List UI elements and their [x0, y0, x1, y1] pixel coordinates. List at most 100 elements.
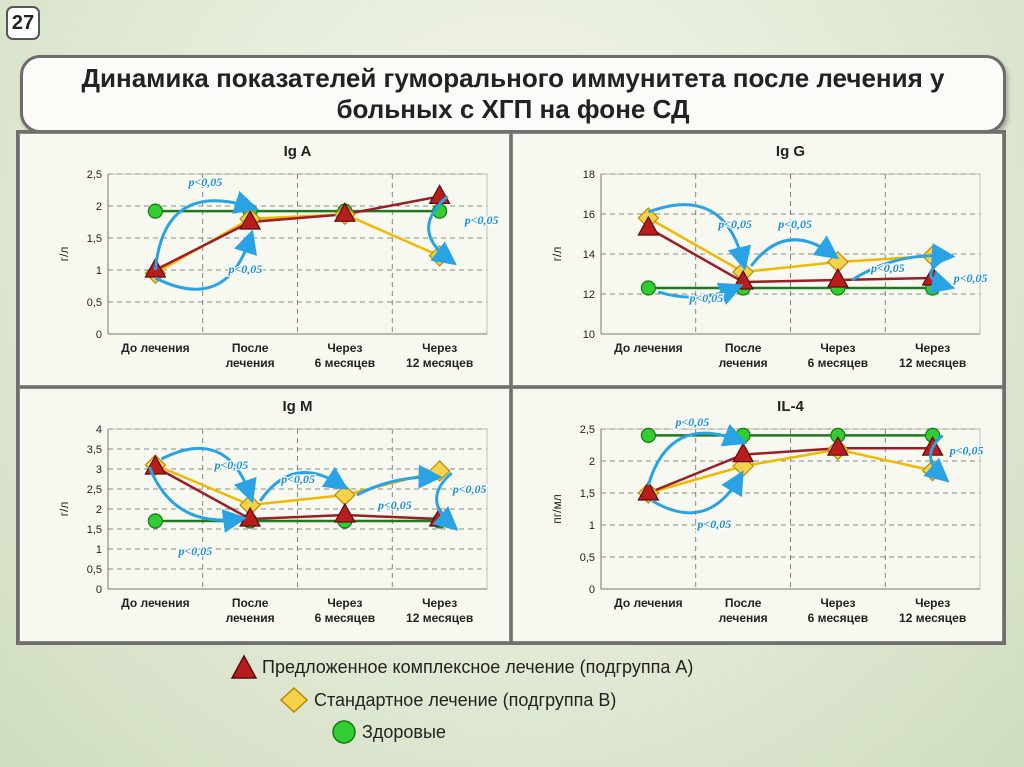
p-value-label: p<0,05: [464, 213, 499, 227]
p-value-label: p<0,05: [377, 498, 412, 512]
legend-item-a: Предложенное комплексное лечение (подгру…: [230, 654, 693, 680]
x-tick-label: Через: [422, 596, 457, 610]
significance-arrow: [646, 423, 748, 486]
data-point-h: [147, 513, 163, 529]
significance-arrow: [923, 434, 950, 483]
data-point-a: [333, 202, 356, 222]
y-tick-label: 0: [589, 584, 595, 596]
significance-arrow: [657, 282, 744, 305]
y-tick-label: 16: [583, 209, 595, 221]
significance-arrow: [154, 229, 257, 291]
significance-arrow: [356, 464, 443, 497]
data-point-a: [239, 209, 262, 230]
significance-arrow: [153, 190, 259, 271]
data-point-b: [334, 484, 356, 506]
y-axis-label: г/л: [57, 502, 71, 517]
diamond-icon: [280, 687, 308, 713]
x-tick-label: До лечения: [121, 341, 189, 355]
data-point-a: [239, 506, 262, 527]
p-value-label: p<0,05: [949, 444, 984, 458]
y-tick-label: 0,5: [87, 564, 102, 576]
significance-arrow: [651, 470, 744, 515]
significance-arrow: [749, 235, 840, 267]
data-point-a: [637, 480, 660, 501]
series-line: [647, 446, 933, 495]
y-axis-label: г/л: [550, 247, 564, 262]
y-tick-label: 1,5: [87, 524, 102, 536]
x-tick-label: Через: [915, 596, 950, 610]
y-tick-label: 0,5: [87, 297, 102, 309]
legend-item-b: Стандартное лечение (подгруппа В): [280, 687, 616, 713]
y-tick-label: 2: [589, 456, 595, 468]
significance-arrow: [432, 471, 459, 531]
chart-igm: Ig M г/л 0 0,5 1 1,5 2 2,5 3 3,5 4 До лечения Послел…: [57, 398, 488, 625]
y-tick-label: 2,5: [87, 484, 102, 496]
triangle-icon: [230, 654, 258, 679]
data-point-h: [640, 427, 656, 444]
x-tick-label: лечения: [226, 611, 275, 625]
y-tick-label: 1,5: [580, 488, 595, 500]
slide-number: 27: [6, 6, 40, 40]
x-tick-label: 12 месяцев: [406, 611, 473, 625]
y-axis-label: г/л: [57, 247, 71, 262]
series-line: [647, 226, 933, 284]
data-point-h: [640, 280, 656, 296]
chart-title: Ig M: [283, 398, 313, 415]
significance-arrow: [147, 466, 248, 533]
chart-title: Ig A: [284, 143, 312, 160]
x-tick-label: 12 месяцев: [406, 356, 473, 370]
x-tick-label: До лечения: [614, 596, 682, 610]
y-tick-label: 1: [589, 520, 595, 532]
y-tick-label: 3,5: [87, 444, 102, 456]
p-value-label: p<0,05: [717, 217, 752, 231]
x-tick-label: 6 месяцев: [808, 611, 869, 625]
series-line: [648, 448, 933, 495]
p-value-label: p<0,05: [688, 291, 723, 305]
plot-area: [600, 173, 981, 335]
y-tick-label: 14: [583, 249, 595, 261]
data-point-a: [428, 184, 451, 205]
y-tick-label: 3: [96, 464, 102, 476]
y-tick-label: 2,5: [87, 169, 102, 181]
y-tick-label: 4: [96, 424, 102, 436]
x-tick-label: Через: [820, 341, 855, 355]
y-tick-label: 10: [583, 329, 595, 341]
x-tick-label: До лечения: [121, 596, 189, 610]
plot-area: [600, 428, 981, 590]
x-tick-label: лечения: [719, 356, 768, 370]
p-value-label: p<0,05: [213, 458, 248, 472]
chart-panel-il4: IL-4 пг/мл 0 0,5 1 1,5 2 2,5 До лечения После лече…: [512, 388, 1003, 642]
x-tick-label: Через: [820, 596, 855, 610]
x-tick-label: После: [232, 596, 269, 610]
x-tick-label: После: [725, 596, 762, 610]
chart-title: Ig G: [776, 143, 805, 160]
data-point-a: [826, 267, 849, 288]
legend: Предложенное комплексное лечение (подгру…: [230, 650, 930, 760]
significance-arrow: [427, 195, 457, 266]
y-tick-label: 1: [96, 265, 102, 277]
plot-area: [107, 173, 488, 335]
chart-il4: IL-4 пг/мл 0 0,5 1 1,5 2 2,5 До лечения Послелече…: [550, 398, 985, 625]
legend-label-h: Здоровые: [362, 721, 446, 742]
data-point-h: [147, 203, 163, 219]
x-tick-label: После: [725, 341, 762, 355]
chart-panel-igg: Ig G г/л 10 12 14 16 18 До лечения После лечения Ч…: [512, 133, 1003, 386]
significance-arrow: [647, 203, 752, 271]
p-value-label: p<0,05: [227, 262, 262, 276]
series-line: [154, 465, 440, 521]
x-tick-label: Через: [422, 341, 457, 355]
title-box: Динамика показателей гуморального иммуни…: [20, 55, 1006, 133]
p-value-label: p<0,05: [452, 482, 487, 496]
legend-label-b: Стандартное лечение (подгруппа В): [314, 689, 617, 710]
x-tick-label: 12 месяцев: [899, 356, 966, 370]
x-tick-label: лечения: [226, 356, 275, 370]
y-axis-label: пг/мл: [550, 494, 564, 523]
circle-icon: [332, 720, 356, 744]
data-point-a: [826, 435, 849, 456]
data-point-a: [333, 502, 356, 523]
legend-label-a: Предложенное комплексное лечение (подгру…: [262, 656, 694, 677]
x-tick-label: До лечения: [614, 341, 682, 355]
data-point-a: [732, 442, 755, 463]
